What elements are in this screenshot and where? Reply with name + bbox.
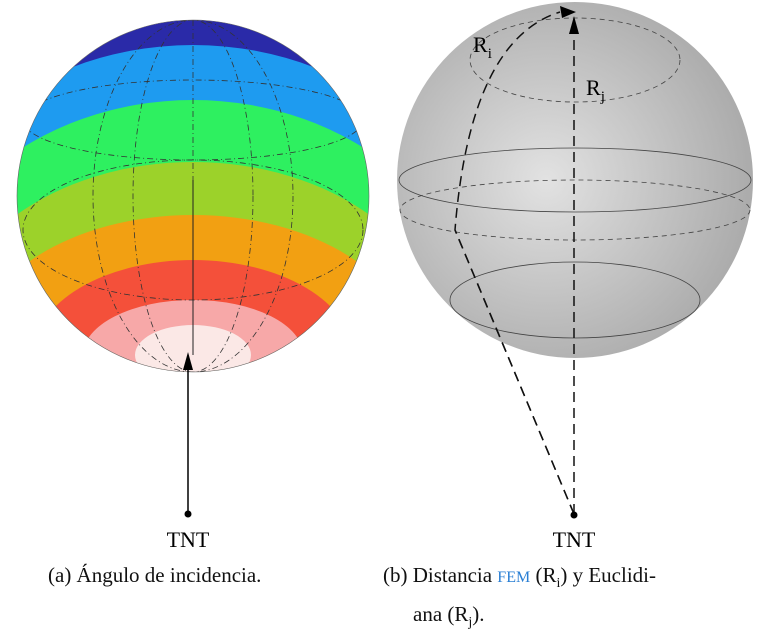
point [185,511,192,518]
caption-line: (b) Distancia FEM (Ri) y Euclidi- [383,560,753,599]
label: TNT [167,527,210,552]
figure: TNT Ri Rj TNT (a) Ángulo de incidencia. … [0,0,759,622]
label: TNT [553,527,596,552]
text: (R [535,563,556,587]
text: ). [472,602,484,626]
text: ana (R [413,602,468,626]
caption-b: (b) Distancia FEM (Ri) y Euclidi- ana (R… [383,560,753,638]
link[interactable]: FEM [497,569,530,586]
caption-line: ana (Rj). [383,599,753,638]
text: (b) Distancia [383,563,492,587]
caption-a: (a) Ángulo de incidencia. [48,560,261,590]
gray-sphere [397,2,753,358]
text: ) y Euclidi- [560,563,656,587]
diagrams: TNT Ri Rj TNT [0,0,759,560]
